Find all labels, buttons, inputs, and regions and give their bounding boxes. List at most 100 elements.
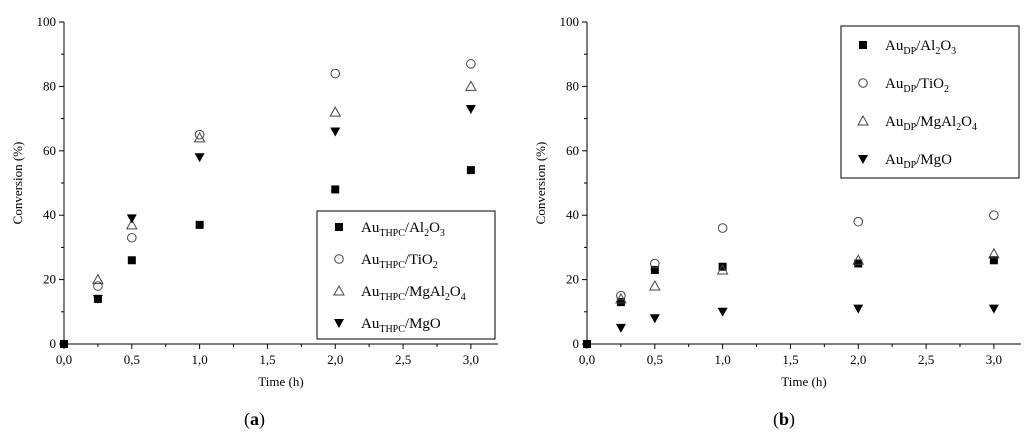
x-tick-label: 3,0 bbox=[986, 352, 1002, 367]
legend-label: AuTHPC/Al2O3 bbox=[361, 220, 445, 239]
y-tick-label: 60 bbox=[566, 143, 579, 158]
chart-panel-b: 0,0 0,5 1,0 1,5 2,0 2,5 3,0 0 20 40 60 80 100 Time (h… bbox=[533, 14, 1021, 430]
x-tick-label: 2,0 bbox=[327, 352, 343, 367]
y-tick-label: 20 bbox=[566, 272, 579, 287]
y-axis-title: Conversion (%) bbox=[533, 142, 548, 225]
series-1 bbox=[93, 59, 476, 291]
data-point bbox=[717, 307, 728, 317]
data-point bbox=[583, 340, 591, 348]
data-point bbox=[92, 294, 103, 304]
data-point bbox=[195, 220, 204, 229]
legend-label: AuTHPC/MgO bbox=[361, 316, 441, 335]
x-axis-title: Time (h) bbox=[781, 374, 826, 389]
y-tick-label: 100 bbox=[560, 14, 580, 29]
data-point bbox=[615, 292, 627, 304]
y-tick-label: 100 bbox=[37, 14, 57, 29]
series-3 bbox=[615, 304, 999, 333]
series-2 bbox=[615, 247, 1000, 304]
series-0 bbox=[583, 256, 998, 348]
data-point bbox=[852, 254, 865, 265]
legend-label: AuTHPC/TiO2 bbox=[361, 252, 438, 271]
legend-marker bbox=[858, 78, 868, 88]
y-tick-label: 80 bbox=[43, 78, 56, 93]
legend-marker bbox=[333, 284, 345, 296]
x-tick-label: 0,0 bbox=[56, 352, 72, 367]
data-point bbox=[465, 80, 477, 91]
x-tick-label: 2,0 bbox=[850, 352, 866, 367]
chart-panel-a: 0,0 0,5 1,0 1,5 2,0 2,5 3,0 0 20 40 60 80 100 Time (h… bbox=[10, 14, 498, 430]
data-point bbox=[650, 265, 659, 274]
data-point bbox=[616, 290, 626, 301]
data-point bbox=[193, 131, 206, 143]
data-point bbox=[465, 104, 476, 114]
y-tick-label: 60 bbox=[43, 143, 56, 158]
legend-marker bbox=[858, 155, 868, 164]
data-point bbox=[194, 153, 205, 163]
legend-marker bbox=[334, 254, 344, 264]
series-1 bbox=[616, 210, 999, 301]
data-point bbox=[988, 247, 1000, 259]
data-point bbox=[616, 298, 625, 307]
data-point bbox=[127, 256, 136, 265]
data-point bbox=[717, 223, 728, 233]
data-point bbox=[716, 263, 729, 275]
data-point bbox=[127, 232, 137, 243]
y-tick-label: 40 bbox=[43, 207, 56, 222]
data-point bbox=[60, 340, 68, 348]
data-point bbox=[853, 304, 864, 314]
x-tick-label: 2,5 bbox=[395, 352, 411, 367]
data-point bbox=[93, 281, 103, 291]
legend-box bbox=[840, 25, 1020, 179]
x-tick-label: 1,5 bbox=[259, 352, 275, 367]
x-tick-label: 0,5 bbox=[647, 352, 663, 367]
legend-marker bbox=[334, 319, 344, 328]
y-tick-label: 20 bbox=[43, 272, 56, 287]
legend-label: AuDP/Al2O3 bbox=[885, 38, 956, 57]
x-axis-title: Time (h) bbox=[258, 374, 303, 389]
data-point bbox=[989, 256, 998, 265]
legend: AuDP/Al2O3 AuDP/TiO2 AuDP/MgAl2O4 AuDP/MgO bbox=[840, 25, 1020, 179]
x-tick-label: 2,5 bbox=[918, 352, 934, 367]
data-point bbox=[648, 280, 661, 291]
data-point bbox=[329, 106, 342, 117]
data-point bbox=[126, 214, 137, 224]
y-axis-title: Conversion (%) bbox=[10, 142, 25, 225]
data-point bbox=[125, 218, 138, 230]
data-point bbox=[853, 216, 864, 227]
legend: AuTHPC/Al2O3 AuTHPC/TiO2 AuTHPC/MgAl2O4 AuT… bbox=[316, 210, 496, 340]
data-point bbox=[466, 166, 475, 175]
data-point bbox=[194, 129, 205, 140]
legend-label: AuDP/MgO bbox=[885, 152, 952, 171]
data-point bbox=[330, 68, 341, 79]
data-point bbox=[650, 258, 660, 269]
x-tick-label: 1,5 bbox=[782, 352, 798, 367]
legend-label: AuDP/MgAl2O4 bbox=[885, 114, 977, 133]
legend-box bbox=[316, 210, 496, 340]
data-point bbox=[988, 304, 999, 314]
data-point bbox=[718, 262, 727, 271]
data-point bbox=[330, 127, 341, 137]
x-tick-label: 0,0 bbox=[579, 352, 595, 367]
y-tick-label: 0 bbox=[573, 336, 580, 351]
y-tick-label: 80 bbox=[566, 78, 579, 93]
y-tick-label: 40 bbox=[566, 207, 579, 222]
x-tick-label: 0,5 bbox=[124, 352, 140, 367]
data-point bbox=[989, 210, 999, 220]
legend-label: AuTHPC/MgAl2O4 bbox=[361, 284, 466, 303]
series-3 bbox=[92, 104, 476, 304]
y-tick-label: 0 bbox=[50, 336, 57, 351]
data-point bbox=[615, 323, 626, 333]
legend-marker bbox=[857, 114, 869, 126]
data-point bbox=[649, 314, 660, 324]
x-tick-label: 1,0 bbox=[715, 352, 731, 367]
panel-label: (b) bbox=[773, 409, 795, 430]
x-tick-label: 3,0 bbox=[463, 352, 479, 367]
x-tick-label: 1,0 bbox=[192, 352, 208, 367]
data-point bbox=[331, 185, 340, 194]
panel-label: (a) bbox=[244, 409, 265, 430]
legend-label: AuDP/TiO2 bbox=[885, 76, 949, 95]
data-point bbox=[854, 259, 863, 268]
legend-marker bbox=[859, 41, 867, 49]
